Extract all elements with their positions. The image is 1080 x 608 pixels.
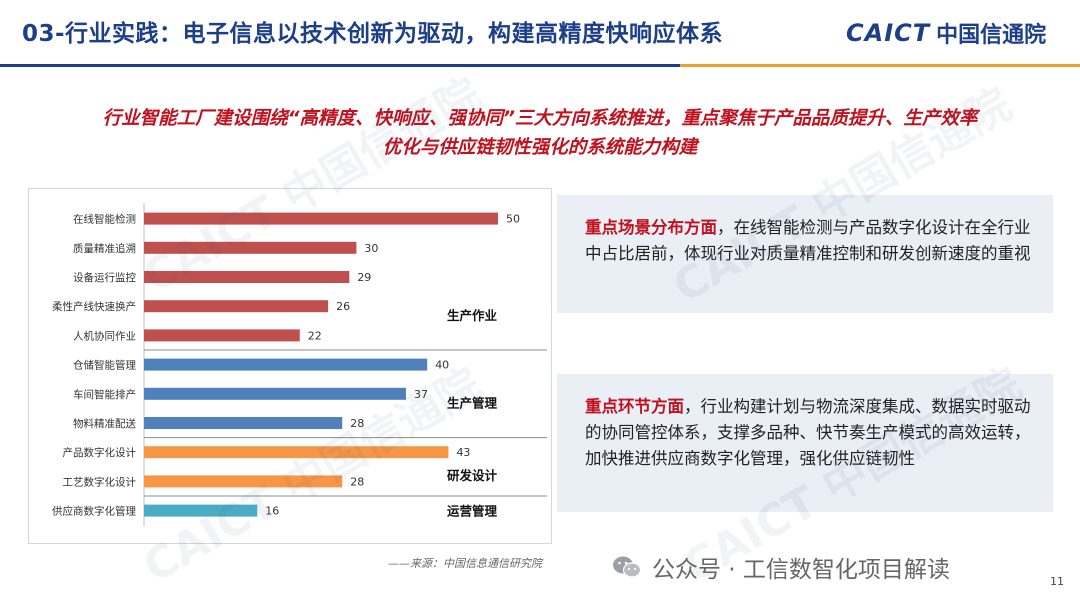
bar <box>144 446 449 459</box>
group-label: 生产作业 <box>447 308 498 323</box>
panel-1-highlight: 重点场景分布方面 <box>585 218 717 237</box>
value-label: 22 <box>308 329 322 342</box>
category-label: 供应商数字化管理 <box>52 505 136 518</box>
category-label: 人机协同作业 <box>73 329 136 342</box>
value-label: 28 <box>350 417 364 430</box>
bar-chart-frame: 在线智能检测 50 质量精准追溯 30 设备运行监控 29 柔性产线快速换产 26 人机协同作业… <box>28 188 552 544</box>
bar <box>144 271 350 283</box>
category-label: 仓储智能管理 <box>73 359 136 372</box>
category-label: 设备运行监控 <box>73 271 136 284</box>
panel-1-text: 重点场景分布方面，在线智能检测与产品数字化设计在全行业中占比居前，体现行业对质量… <box>557 195 1053 267</box>
bar <box>144 212 498 225</box>
category-label: 工艺数字化设计 <box>63 475 137 488</box>
category-label: 质量精准追溯 <box>73 242 136 255</box>
group-label: 研发设计 <box>447 468 498 483</box>
category-label: 柔性产线快速换产 <box>52 300 136 313</box>
wechat-icon <box>612 555 642 579</box>
caict-logo: CAICT 中国信通院 <box>846 16 1046 50</box>
bar <box>144 329 300 342</box>
group-label: 运营管理 <box>447 504 498 519</box>
bar <box>144 387 406 400</box>
logo-en-text: CAICT <box>846 19 931 47</box>
category-label: 物料精准配送 <box>73 417 136 430</box>
subtitle-line-1: 行业智能工厂建设围绕“高精度、快响应、强协同”三大方向系统推进，重点聚焦于产品品… <box>102 108 978 129</box>
subtitle-line-2: 优化与供应链韧性强化的系统能力构建 <box>382 137 698 158</box>
slide-subtitle: 行业智能工厂建设围绕“高精度、快响应、强协同”三大方向系统推进，重点聚焦于产品品… <box>40 104 1040 162</box>
value-label: 40 <box>435 359 449 372</box>
value-label: 43 <box>456 446 470 459</box>
logo-cn-text: 中国信通院 <box>936 23 1047 48</box>
panel-2-highlight: 重点环节方面 <box>585 397 684 416</box>
wechat-account-label: 公众号 · 工信数智化项目解读 <box>652 557 950 583</box>
category-label: 产品数字化设计 <box>63 446 137 459</box>
bar <box>144 475 343 488</box>
value-label: 50 <box>506 213 520 226</box>
insight-panel-scenarios: 重点场景分布方面，在线智能检测与产品数字化设计在全行业中占比居前，体现行业对质量… <box>557 195 1053 313</box>
value-label: 29 <box>357 271 371 284</box>
chart-source: ——来源：中国信息通信研究院 <box>388 557 542 570</box>
category-label: 车间智能排产 <box>73 388 136 401</box>
page-title: 03-行业实践：电子信息以技术创新为驱动，构建高精度快响应体系 <box>22 21 724 47</box>
header: 03-行业实践：电子信息以技术创新为驱动，构建高精度快响应体系 CAICT 中国… <box>0 0 1080 66</box>
header-rule-orange <box>680 64 1080 67</box>
category-label: 在线智能检测 <box>73 213 136 226</box>
panel-2-text: 重点环节方面，行业构建计划与物流深度集成、数据实时驱动的协同管控体系，支撑多品种… <box>557 374 1053 472</box>
value-label: 28 <box>350 475 364 488</box>
value-label: 26 <box>336 300 350 313</box>
insight-panel-links: 重点环节方面，行业构建计划与物流深度集成、数据实时驱动的协同管控体系，支撑多品种… <box>557 374 1053 512</box>
panel-1-body: ，在线智能检测与产品数字化设计在全行业中占比居前，体现行业对质量精准控制和研发创… <box>585 218 1031 263</box>
bar <box>144 241 357 254</box>
wechat-account: 公众号 · 工信数智化项目解读 <box>612 550 950 584</box>
bar <box>144 358 428 371</box>
bar-chart: 在线智能检测 50 质量精准追溯 30 设备运行监控 29 柔性产线快速换产 26 人机协同作业… <box>52 203 547 527</box>
value-label: 30 <box>364 242 378 255</box>
value-label: 37 <box>414 388 428 401</box>
header-rule-blue <box>0 64 680 67</box>
bar <box>144 300 329 313</box>
panel-2-body: ，行业构建计划与物流深度集成、数据实时驱动的协同管控体系，支撑多品种、快节奏生产… <box>585 397 1031 468</box>
value-label: 16 <box>265 505 279 518</box>
group-label: 生产管理 <box>447 396 498 411</box>
page-number: 11 <box>1050 575 1064 588</box>
bar <box>144 417 343 429</box>
bar <box>144 504 258 517</box>
